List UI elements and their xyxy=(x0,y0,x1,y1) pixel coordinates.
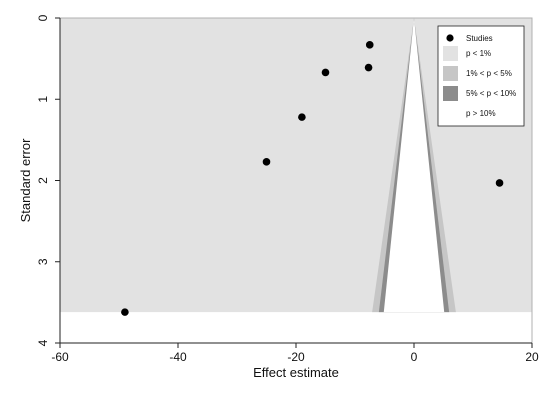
legend-entries: p < 1% 1% < p < 5% 5% < p < 10% p > 10% xyxy=(443,46,516,121)
legend-entry-label: p > 10% xyxy=(466,109,496,118)
y-tick-label: 2 xyxy=(36,177,50,184)
x-tick-label: -40 xyxy=(169,350,187,364)
legend-swatch-1 xyxy=(443,46,458,61)
study-point-5 xyxy=(262,158,271,166)
region-nonsignificant xyxy=(383,18,445,313)
x-tick-label: 20 xyxy=(525,350,539,364)
legend-swatch-4 xyxy=(443,106,458,121)
x-tick-label: -20 xyxy=(287,350,305,364)
x-tick-label: -60 xyxy=(51,350,69,364)
study-point-1 xyxy=(365,41,374,49)
study-point-2 xyxy=(364,63,373,72)
legend-entry-label: 1% < p < 5% xyxy=(466,69,512,78)
x-tick-label: 0 xyxy=(411,350,418,364)
legend-entry-label: 5% < p < 10% xyxy=(466,89,516,98)
y-axis-label: Standard error xyxy=(18,138,33,222)
y-tick-label: 1 xyxy=(36,96,50,103)
study-point-7 xyxy=(121,308,129,316)
y-tick-label: 4 xyxy=(36,339,50,346)
y-tick-label: 0 xyxy=(36,14,50,21)
legend-studies-label: Studies xyxy=(466,34,493,43)
legend-entry-label: p < 1% xyxy=(466,49,491,58)
axes: -60 -40 -20 0 20 0 1 2 3 4 Effect estimate Stand… xyxy=(18,14,539,380)
legend-swatch-3 xyxy=(443,86,458,101)
study-point-6 xyxy=(495,179,504,187)
x-ticks: -60 -40 -20 0 20 xyxy=(51,343,539,364)
legend: Studies p < 1% 1% < p < 5% 5% < p < 10% p >… xyxy=(437,25,525,127)
study-points xyxy=(121,41,504,316)
y-ticks: 0 1 2 3 4 xyxy=(36,14,60,346)
y-tick-label: 3 xyxy=(36,258,50,265)
study-point-4 xyxy=(298,113,306,121)
legend-studies-marker xyxy=(446,34,454,42)
legend-swatch-2 xyxy=(443,66,458,81)
x-axis-label: Effect estimate xyxy=(253,365,339,380)
study-point-3 xyxy=(321,68,330,77)
